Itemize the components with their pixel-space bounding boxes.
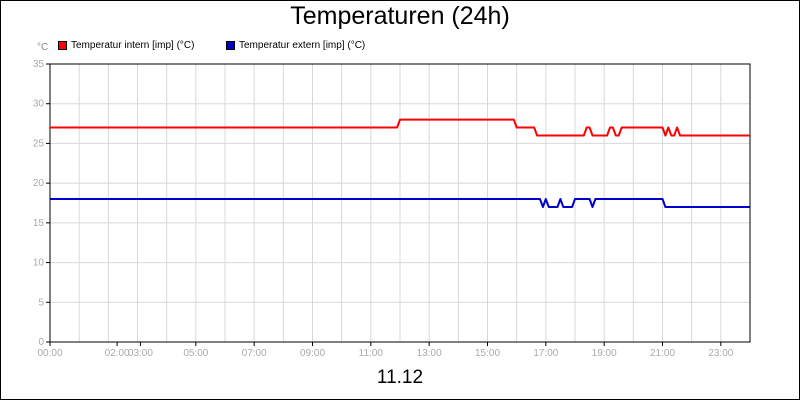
- y-tick-label: 15: [33, 218, 45, 229]
- chart-date-label: 11.12: [376, 367, 424, 388]
- y-tick-label: 5: [38, 297, 44, 308]
- series-line-extern: [50, 198, 750, 208]
- x-tick-label: 02:00: [105, 348, 130, 359]
- y-tick-label: 0: [38, 337, 44, 348]
- y-tick-label: 30: [33, 99, 45, 110]
- y-tick-label: 25: [33, 138, 45, 149]
- y-tick-label: 10: [33, 258, 45, 269]
- legend-item-extern: Temperatur extern [imp] (°C): [226, 39, 365, 51]
- x-tick-label: 07:00: [242, 348, 267, 359]
- legend-label-extern: Temperatur extern [imp] (°C): [239, 39, 366, 51]
- x-tick-label: 03:00: [128, 348, 153, 359]
- plot-border: [49, 63, 751, 343]
- series-line-intern: [50, 118, 750, 137]
- chart-title: Temperaturen (24h): [290, 2, 510, 30]
- x-tick-label: 15:00: [475, 348, 500, 359]
- legend-label-intern: Temperatur intern [imp] (°C): [71, 39, 195, 51]
- x-tick-label: 05:00: [183, 348, 208, 359]
- legend-swatch-intern: [58, 40, 67, 50]
- y-axis-unit-label: °C: [37, 42, 49, 53]
- x-tick-label: 19:00: [592, 348, 617, 359]
- legend-swatch-extern: [226, 40, 235, 50]
- x-tick-label: 09:00: [300, 348, 325, 359]
- x-tick-label: 00:00: [37, 348, 62, 359]
- x-tick-label: 13:00: [417, 348, 442, 359]
- x-tick-label: 11:00: [359, 348, 384, 359]
- y-tick-label: 20: [33, 178, 45, 189]
- y-tick-label: 35: [33, 59, 45, 70]
- x-tick-label: 23:00: [708, 348, 733, 359]
- x-tick-label: 21:00: [650, 348, 675, 359]
- x-tick-label: 17:00: [533, 348, 558, 359]
- legend-item-intern: Temperatur intern [imp] (°C): [58, 39, 194, 51]
